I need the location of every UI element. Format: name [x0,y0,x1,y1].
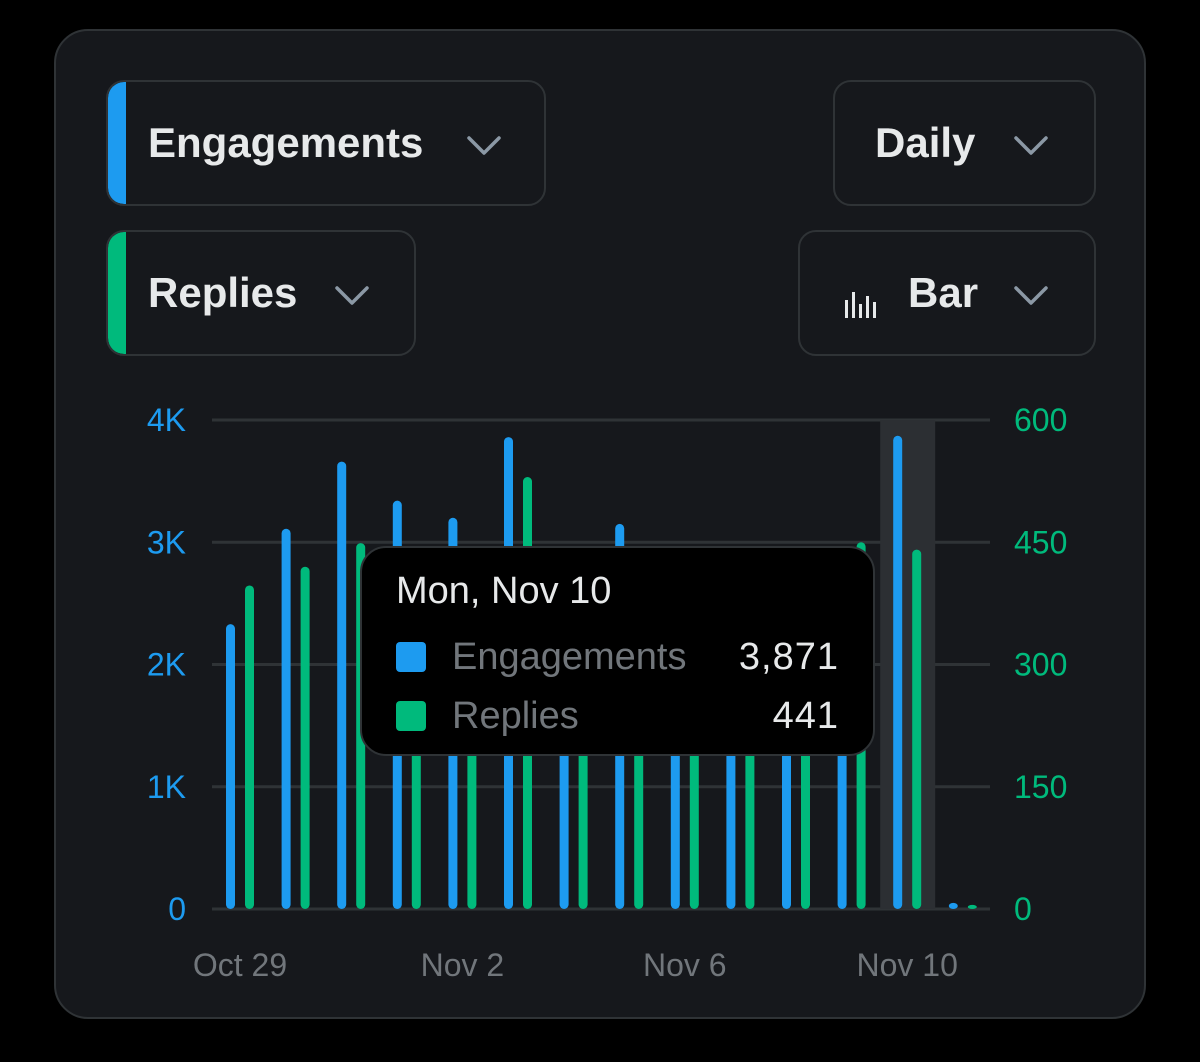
chart-type-select[interactable]: Bar [798,230,1096,356]
legend-swatch-replies [396,701,426,731]
chevron-down-icon [1013,269,1049,317]
tooltip-title: Mon, Nov 10 [396,570,612,612]
chevron-down-icon [1013,119,1049,167]
metric-color-indicator [108,82,126,204]
bar-chart-icon [844,280,878,328]
bar-engagements-oct-31[interactable] [337,461,347,909]
bar-engagements-oct-30[interactable] [281,528,291,909]
tooltip-series-value: 3,871 [738,635,839,678]
bar-replies-oct-29[interactable] [245,585,254,909]
tooltip-series-value: 441 [772,694,839,737]
bar-engagements-nov-10[interactable] [893,435,903,909]
chart-tooltip: Mon, Nov 10 Engagements 3,871 Replies 44… [360,546,875,756]
tooltip-row-engagements: Engagements 3,871 [396,632,839,682]
interval-select[interactable]: Daily [833,80,1096,206]
chevron-down-icon [334,269,370,317]
tooltip-row-replies: Replies 441 [396,691,839,741]
legend-swatch-engagements [396,642,426,672]
chevron-down-icon [466,119,502,167]
bar-engagements-nov-11[interactable] [948,902,958,909]
tooltip-series-name: Engagements [452,635,687,678]
metric-select-label: Engagements [148,119,424,166]
metric-color-indicator [108,232,126,354]
bar-replies-nov-11[interactable] [967,904,977,909]
bar-replies-oct-30[interactable] [300,566,310,909]
interval-select-label: Daily [875,119,976,166]
bar-replies-nov-10[interactable] [912,549,922,909]
metric-select-label: Replies [148,269,298,316]
tooltip-series-name: Replies [452,694,579,737]
chart-type-select-label: Bar [908,269,979,316]
metric-select-engagements[interactable]: Engagements [106,80,546,206]
bar-engagements-oct-29[interactable] [226,624,235,909]
metric-select-replies[interactable]: Replies [106,230,416,356]
